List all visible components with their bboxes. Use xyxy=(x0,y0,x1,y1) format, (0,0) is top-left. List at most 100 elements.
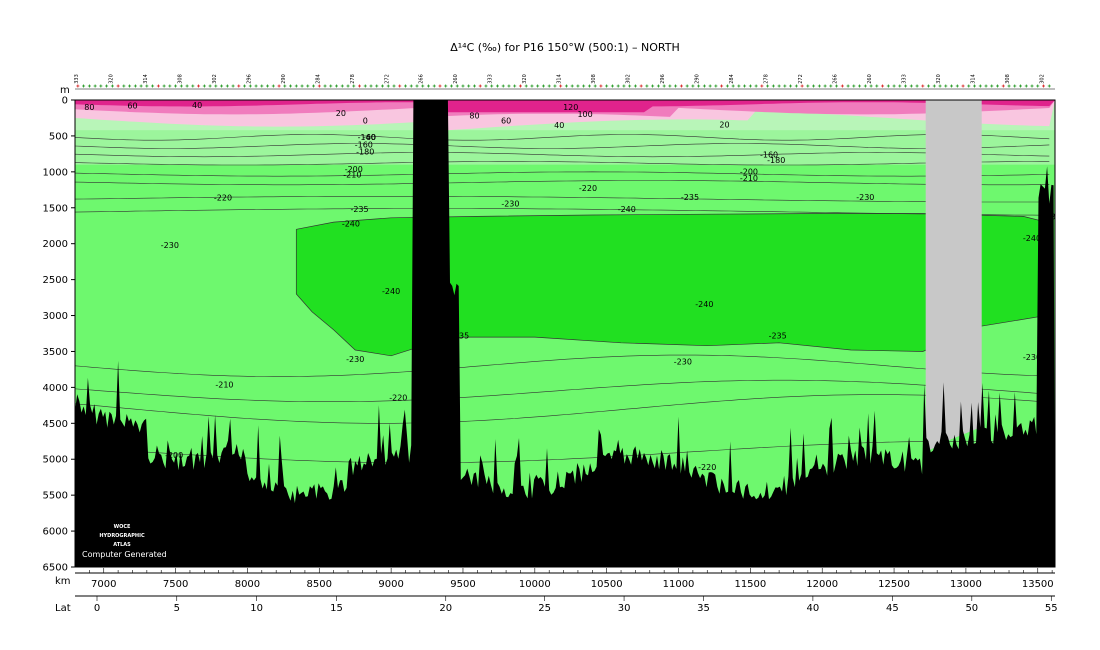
credit-text: Computer Generated xyxy=(82,550,167,559)
x-tick-label: 7500 xyxy=(163,579,188,590)
station-label: 290 xyxy=(281,74,287,84)
y-tick-label: 500 xyxy=(49,131,68,142)
station-label: 302 xyxy=(1040,74,1046,84)
field-core-green xyxy=(296,213,1047,356)
contour-label: -240 xyxy=(618,205,636,214)
y-tick-label: 6500 xyxy=(43,563,68,574)
x-tick-label: 13000 xyxy=(950,579,982,590)
station-label: 272 xyxy=(798,74,804,84)
station-label: 266 xyxy=(833,74,839,84)
contour-label: -240 xyxy=(695,300,713,309)
contour-label: 40 xyxy=(554,121,564,130)
logo-line-2: HYDROGRAPHIC xyxy=(99,533,145,539)
y-axis: 0 500 1000 1500 2000 2500 3000 3500 4000 4500 5000… xyxy=(43,96,75,574)
contour-label: -220 xyxy=(389,393,407,402)
contour-label: -230 xyxy=(1023,353,1041,362)
station-label: 333 xyxy=(488,74,494,84)
x-tick-label: 13500 xyxy=(1022,579,1054,590)
station-label: 314 xyxy=(557,74,563,84)
y-tick-label: 5000 xyxy=(43,455,68,466)
contour-label: -220 xyxy=(579,184,597,193)
contour-line xyxy=(75,161,1050,166)
station-label: 333 xyxy=(902,74,908,84)
contour-label: -230 xyxy=(346,355,364,364)
contour-label: -210 xyxy=(740,174,758,183)
lat-tick-label: 30 xyxy=(618,603,631,614)
station-label: 308 xyxy=(177,74,183,84)
lat-tick-label: 40 xyxy=(807,603,820,614)
contour-label: -235 xyxy=(681,193,699,202)
contour-line xyxy=(75,354,1050,377)
contour-label: 60 xyxy=(501,117,511,126)
y-tick-label: 4000 xyxy=(43,383,68,394)
x-tick-label: 12000 xyxy=(806,579,838,590)
contour-label: 80 xyxy=(84,103,94,112)
x-axis-label: km xyxy=(55,576,71,587)
station-label: 333 xyxy=(74,74,80,84)
y-tick-label: 5500 xyxy=(43,491,68,502)
station-label: 314 xyxy=(143,74,149,84)
contour-label: -140 xyxy=(358,133,376,142)
contour-label: -240 xyxy=(342,219,360,228)
contour-label: 0 xyxy=(363,117,368,126)
bathymetry xyxy=(75,100,1055,567)
contour-line xyxy=(75,180,1050,186)
plot-area: 80 60 40200-60-140-160-180-200-210-220-235… xyxy=(75,100,1055,567)
contour-line xyxy=(75,143,1050,149)
contour-label: -160 xyxy=(760,150,778,159)
contour-label: -240 xyxy=(382,287,400,296)
logo-line-1: WOCE xyxy=(114,524,131,530)
station-label: 296 xyxy=(246,74,252,84)
x-tick-label: 11000 xyxy=(663,579,695,590)
station-label: 260 xyxy=(867,74,873,84)
contour-label: -235 xyxy=(451,332,469,341)
lat-tick-label: 55 xyxy=(1045,603,1058,614)
contour-label: -235 xyxy=(350,205,368,214)
x-tick-label: 10500 xyxy=(591,579,623,590)
contour-label: -210 xyxy=(343,171,361,180)
contour-label: 120 xyxy=(563,103,578,112)
y-tick-label: 3000 xyxy=(43,311,68,322)
station-label: 308 xyxy=(591,74,597,84)
contour-line xyxy=(75,196,1050,203)
y-tick-label: 1500 xyxy=(43,203,68,214)
contour-label: 20 xyxy=(719,120,729,129)
station-label: 320 xyxy=(522,74,528,84)
x-axis: 7000 7500 8000 8500 9000 9500 10000 10500 11000 1… xyxy=(75,568,1055,590)
contour-label: -60 xyxy=(363,133,376,142)
lat-axis-label: Lat xyxy=(55,603,71,614)
station-label: 260 xyxy=(453,74,459,84)
lat-tick-label: 35 xyxy=(697,603,710,614)
station-label: 284 xyxy=(729,74,735,84)
y-tick-label: 3500 xyxy=(43,347,68,358)
station-label: 302 xyxy=(212,74,218,84)
x-tick-label: 12500 xyxy=(878,579,910,590)
contour-line xyxy=(75,152,1050,158)
lat-tick-label: 10 xyxy=(250,603,263,614)
y-tick-label: 2500 xyxy=(43,275,68,286)
station-label: 320 xyxy=(108,74,114,84)
lat-tick-label: 50 xyxy=(965,603,978,614)
x-tick-label: 9000 xyxy=(378,579,403,590)
contour-label: -180 xyxy=(356,148,374,157)
y-tick-label: 1000 xyxy=(43,167,68,178)
x-tick-label: 9500 xyxy=(450,579,475,590)
contour-label: -180 xyxy=(767,156,785,165)
station-label: 284 xyxy=(315,74,321,84)
contour-label: -210 xyxy=(215,380,233,389)
contour-label: -200 xyxy=(165,451,183,460)
lat-tick-label: 45 xyxy=(886,603,899,614)
contour-label: -230 xyxy=(856,193,874,202)
lat-tick-label: 25 xyxy=(538,603,551,614)
missing-data-region xyxy=(925,100,982,452)
y-axis-label: m xyxy=(60,85,70,96)
contour-label: 60 xyxy=(127,102,137,111)
contour-label: -200 xyxy=(345,165,363,174)
contour-label: 20 xyxy=(336,109,346,118)
y-tick-label: 6000 xyxy=(43,527,68,538)
contour-label: -160 xyxy=(355,140,373,149)
station-label: 278 xyxy=(764,74,770,84)
contour-line xyxy=(75,394,1050,424)
y-tick-label: 4500 xyxy=(43,419,68,430)
logo-line-3: ATLAS xyxy=(113,542,131,548)
